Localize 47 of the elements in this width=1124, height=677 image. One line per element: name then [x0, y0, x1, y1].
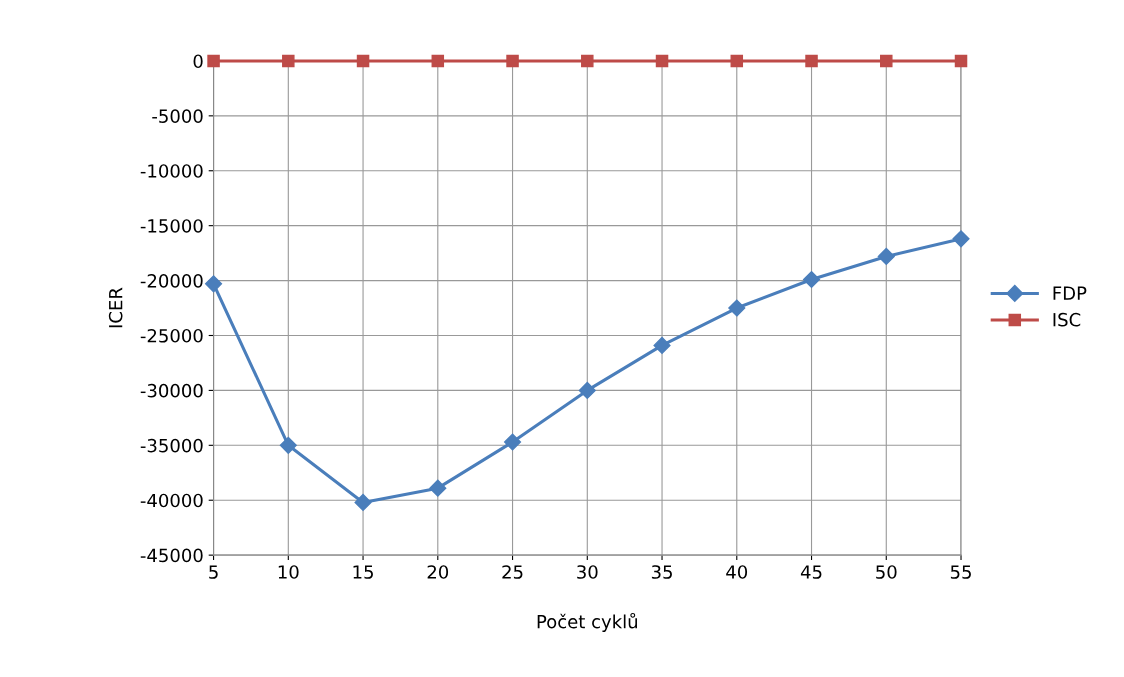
- point: [728, 299, 746, 317]
- point: [877, 247, 895, 265]
- point: [279, 436, 297, 454]
- legend-label: FDP: [1053, 286, 1087, 300]
- y-tick-label: -30000: [140, 383, 203, 398]
- y-tick-label: 0: [193, 54, 203, 69]
- y-tick-label: -15000: [140, 219, 203, 233]
- x-tick-label: 45: [800, 565, 822, 579]
- point: [581, 54, 594, 68]
- x-tick-label: 55: [950, 565, 971, 579]
- point: [356, 54, 370, 68]
- x-tick-label: 5: [209, 565, 218, 579]
- x-tick-label: 50: [876, 565, 897, 579]
- y-tick-label: -5000: [152, 109, 203, 123]
- x-tick-label: 40: [726, 565, 748, 579]
- point: [205, 275, 223, 293]
- point: [653, 336, 671, 354]
- y-tick-label: -20000: [140, 274, 203, 288]
- point: [282, 54, 295, 68]
- point: [954, 54, 968, 68]
- x-tick-label: 25: [502, 565, 523, 579]
- x-tick-label: 15: [353, 565, 373, 579]
- y-tick-label: -25000: [140, 328, 203, 343]
- point: [802, 270, 821, 289]
- point: [207, 54, 220, 68]
- y-tick-label: -45000: [140, 548, 203, 563]
- legend-label: ISC: [1053, 312, 1081, 327]
- y-tick-label: -40000: [140, 493, 203, 508]
- point: [952, 230, 970, 248]
- x-tick-label: 35: [651, 565, 672, 579]
- point: [431, 54, 445, 68]
- y-tick-label: -10000: [140, 164, 203, 178]
- point: [506, 54, 519, 68]
- point: [578, 381, 596, 399]
- x-tick-label: 20: [427, 565, 449, 579]
- x-tick-label: 10: [278, 565, 299, 579]
- point: [730, 54, 744, 68]
- point: [655, 54, 669, 68]
- y-tick-label: -35000: [140, 438, 203, 453]
- y-axis-title: ICER: [108, 287, 123, 328]
- point: [429, 479, 447, 497]
- point: [503, 433, 522, 451]
- x-tick-label: 30: [577, 565, 598, 579]
- x-axis-title: Počet cyklů: [537, 612, 637, 632]
- point: [805, 54, 818, 68]
- point: [354, 493, 372, 511]
- point: [880, 54, 893, 68]
